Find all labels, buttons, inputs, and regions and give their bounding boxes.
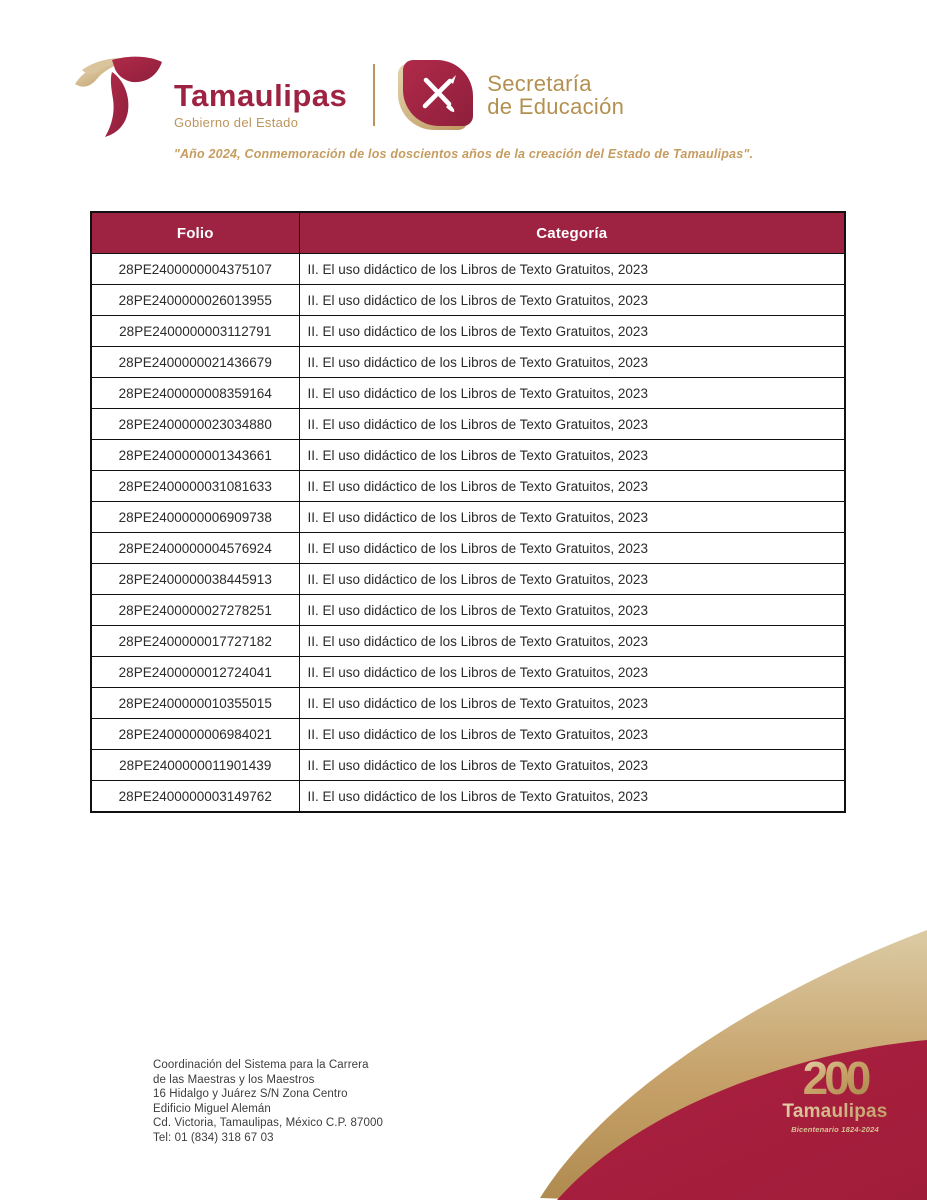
bicentennial-logo: 200 Tamaulipas Bicentenario 1824-2024 [770, 1055, 900, 1135]
folio-cell: 28PE2400000023034880 [90, 408, 300, 440]
table-row: 28PE2400000038445913 II. El uso didáctic… [90, 563, 846, 595]
folio-cell: 28PE2400000012724041 [90, 656, 300, 688]
tamaulipas-logo: Tamaulipas Gobierno del Estado [72, 52, 347, 138]
categoria-cell: II. El uso didáctico de los Libros de Te… [298, 594, 846, 626]
folio-cell: 28PE2400000021436679 [90, 346, 300, 378]
categoria-cell: II. El uso didáctico de los Libros de Te… [298, 749, 846, 781]
table-row: 28PE2400000021436679 II. El uso didáctic… [90, 346, 846, 378]
education-badge-icon [398, 60, 474, 130]
categoria-cell: II. El uso didáctico de los Libros de Te… [298, 687, 846, 719]
table-row: 28PE2400000026013955 II. El uso didáctic… [90, 284, 846, 316]
page-header: Tamaulipas Gobierno del Estado Secretarí… [72, 52, 855, 138]
address-line: Cd. Victoria, Tamaulipas, México C.P. 87… [153, 1117, 383, 1130]
table-row: 28PE2400000003149762 II. El uso didáctic… [90, 780, 846, 813]
categoria-cell: II. El uso didáctico de los Libros de Te… [298, 501, 846, 533]
table-row: 28PE2400000006984021 II. El uso didáctic… [90, 718, 846, 750]
column-header-categoria: Categoría [298, 211, 846, 254]
table-row: 28PE2400000011901439 II. El uso didáctic… [90, 749, 846, 781]
folio-cell: 28PE2400000008359164 [90, 377, 300, 409]
commemoration-quote: "Año 2024, Conmemoración de los doscient… [173, 147, 754, 161]
table-row: 28PE2400000008359164 II. El uso didáctic… [90, 377, 846, 409]
table-row: 28PE2400000012724041 II. El uso didáctic… [90, 656, 846, 688]
categoria-cell: II. El uso didáctico de los Libros de Te… [298, 625, 846, 657]
table-header-row: Folio Categoría [90, 211, 846, 254]
folio-table: Folio Categoría 28PE2400000004375107 II.… [90, 211, 846, 813]
folio-cell: 28PE2400000004375107 [90, 253, 300, 285]
folio-cell: 28PE2400000010355015 [90, 687, 300, 719]
folio-table-body: 28PE2400000004375107 II. El uso didáctic… [90, 253, 846, 813]
folio-cell: 28PE2400000026013955 [90, 284, 300, 316]
categoria-cell: II. El uso didáctico de los Libros de Te… [298, 780, 846, 813]
table-row: 28PE2400000003112791 II. El uso didáctic… [90, 315, 846, 347]
decorative-swoosh [540, 930, 927, 1200]
categoria-cell: II. El uso didáctico de los Libros de Te… [298, 439, 846, 471]
education-logo: Secretaría de Educación [398, 60, 625, 130]
folio-cell: 28PE2400000004576924 [90, 532, 300, 564]
address-line: Coordinación del Sistema para la Carrera [153, 1059, 369, 1071]
address-line: Edificio Miguel Alemán [153, 1102, 271, 1115]
categoria-cell: II. El uso didáctico de los Libros de Te… [298, 253, 846, 285]
folio-cell: 28PE2400000003149762 [90, 780, 300, 813]
table-row: 28PE2400000031081633 II. El uso didáctic… [90, 470, 846, 502]
categoria-cell: II. El uso didáctico de los Libros de Te… [298, 284, 846, 316]
categoria-cell: II. El uso didáctico de los Libros de Te… [298, 718, 846, 750]
agency-name-line2: de Educación [487, 94, 625, 119]
categoria-cell: II. El uso didáctico de los Libros de Te… [298, 532, 846, 564]
address-line: de las Maestras y los Maestros [153, 1073, 315, 1086]
categoria-cell: II. El uso didáctico de los Libros de Te… [298, 470, 846, 502]
folio-cell: 28PE2400000027278251 [90, 594, 300, 626]
footer-address: Coordinación del Sistema para la Carrera… [153, 1058, 383, 1146]
state-tagline: Gobierno del Estado [174, 115, 299, 130]
categoria-cell: II. El uso didáctico de los Libros de Te… [298, 656, 846, 688]
categoria-cell: II. El uso didáctico de los Libros de Te… [298, 346, 846, 378]
state-name: Tamaulipas [174, 78, 348, 113]
categoria-cell: II. El uso didáctico de los Libros de Te… [298, 377, 846, 409]
brand-divider [373, 64, 376, 126]
folio-cell: 28PE2400000006909738 [90, 501, 300, 533]
folio-cell: 28PE2400000011901439 [90, 749, 300, 781]
categoria-cell: II. El uso didáctico de los Libros de Te… [298, 315, 846, 347]
tamaulipas-t-mark-icon [75, 56, 162, 137]
folio-cell: 28PE2400000003112791 [90, 315, 300, 347]
bicentennial-name: Tamaulipas [770, 1101, 900, 1123]
address-line: 16 Hidalgo y Juárez S/N Zona Centro [153, 1088, 348, 1101]
table-row: 28PE2400000004576924 II. El uso didáctic… [90, 532, 846, 564]
address-line: Tel: 01 (834) 318 67 03 [153, 1131, 274, 1144]
bicentennial-tagline: Bicentenario 1824-2024 [791, 1125, 879, 1135]
table-row: 28PE2400000004375107 II. El uso didáctic… [90, 253, 846, 285]
table-row: 28PE2400000001343661 II. El uso didáctic… [90, 439, 846, 471]
table-row: 28PE2400000023034880 II. El uso didáctic… [90, 408, 846, 440]
table-row: 28PE2400000010355015 II. El uso didáctic… [90, 687, 846, 719]
bicentennial-200-icon: 200 [770, 1055, 900, 1101]
table-row: 28PE2400000006909738 II. El uso didáctic… [90, 501, 846, 533]
folio-cell: 28PE2400000001343661 [90, 439, 300, 471]
folio-cell: 28PE2400000006984021 [90, 718, 300, 750]
table-row: 28PE2400000027278251 II. El uso didáctic… [90, 594, 846, 626]
folio-cell: 28PE2400000038445913 [90, 563, 300, 595]
agency-name-line1: Secretaría [487, 70, 592, 96]
table-row: 28PE2400000017727182 II. El uso didáctic… [90, 625, 846, 657]
folio-cell: 28PE2400000017727182 [90, 625, 300, 657]
categoria-cell: II. El uso didáctico de los Libros de Te… [298, 408, 846, 440]
folio-cell: 28PE2400000031081633 [90, 470, 300, 502]
column-header-folio: Folio [90, 211, 300, 254]
categoria-cell: II. El uso didáctico de los Libros de Te… [298, 563, 846, 595]
